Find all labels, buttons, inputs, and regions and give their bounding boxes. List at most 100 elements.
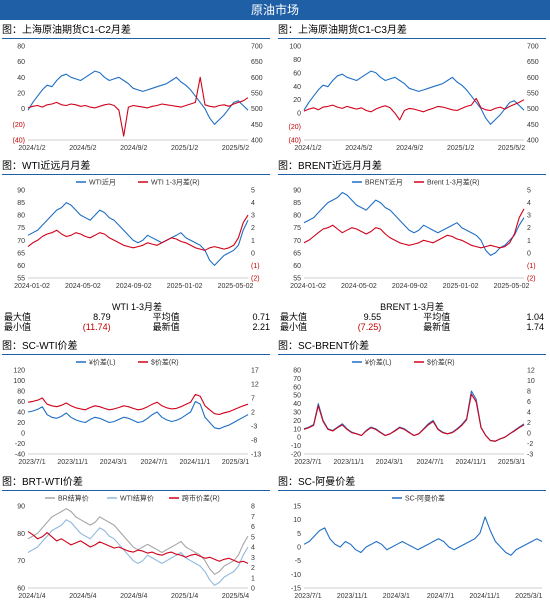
x-tick-label: 2024/5/4 (69, 593, 96, 600)
x-tick-label: 2025/5/4 (222, 593, 249, 600)
y-tick-label: 60 (17, 586, 25, 593)
panel-sc-wti: 图：SC-WTI价差 120 100 80 60 40 20 0 -20 -40 17 12 7 2 -3… (2, 340, 272, 468)
y2-tick-label: 650 (251, 59, 263, 66)
title-divider (2, 354, 270, 355)
avg-label: 平均值 (152, 312, 180, 322)
legend-label: WTI近月 (89, 178, 116, 187)
y2-tick-label: -8 (251, 438, 257, 445)
x-tick-label: 2024/9/2 (396, 145, 423, 152)
x-tick-label: 2024/7/1 (416, 459, 443, 466)
y2-tick-label: 3 (251, 213, 255, 220)
x-tick-label: 2023/7/1 (18, 459, 45, 466)
brent-stats-table: BRENT 1-3月差 最大值 9.55 平均值 1.04 最小值 (7.25)… (278, 302, 546, 332)
y-tick-label: 55 (17, 276, 25, 283)
panel-title: 图：SC-阿曼价差 (278, 477, 356, 488)
y-tick-label: (40) (13, 138, 25, 145)
series-line-1 (27, 508, 249, 575)
x-tick-label: 2023/11/1 (57, 459, 88, 466)
title-divider (278, 38, 546, 39)
y-tick-label: 60 (293, 263, 301, 270)
y2-tick-label: 400 (251, 138, 263, 145)
y2-tick-label: 500 (527, 106, 539, 113)
y2-tick-label: 4 (251, 200, 255, 207)
series-line-1 (303, 70, 525, 125)
y-tick-label: 65 (293, 250, 301, 257)
y2-tick-label: 12 (527, 368, 535, 375)
y2-tick-label: 6 (251, 524, 255, 531)
x-tick-label: 2025-01-02 (167, 283, 203, 290)
y2-tick-label: 600 (251, 75, 263, 82)
y-tick-label: 65 (17, 250, 25, 257)
y-tick-label: 80 (293, 213, 301, 220)
x-tick-label: 2024/9/2 (120, 145, 147, 152)
legend-label: BR结算价 (58, 494, 89, 503)
legend-label: WTI 1-3月差(R) (151, 178, 200, 187)
title-divider (2, 38, 270, 39)
min-label: 最小值 (280, 322, 308, 332)
x-tick-label: 2023/7/1 (294, 593, 321, 600)
series-line-1 (303, 390, 525, 442)
y-tick-label: 80 (293, 57, 301, 64)
y-tick-label: 0 (21, 106, 25, 113)
y-tick-label: 15 (293, 504, 301, 511)
y-tick-label: 10 (293, 426, 301, 433)
x-tick-label: 2024/3/1 (376, 459, 403, 466)
latest-value: 2.21 (252, 322, 270, 332)
max-value: 9.55 (363, 312, 382, 322)
y-tick-label: 0 (297, 111, 301, 118)
y-tick-label: -40 (15, 452, 25, 459)
wti-stats-table: WTI 1-3月差 最大值 8.79 平均值 0.71 最小值 (11.74) … (2, 302, 272, 332)
y-tick-label: 70 (293, 238, 301, 245)
y-tick-label: 0 (297, 545, 301, 552)
y-tick-label: 60 (17, 399, 25, 406)
panel-sc-c1-c3: 图：上海原油期货C1-C3月差 100 80 60 40 20 0 (20) (40) 700 6… (278, 24, 548, 154)
legend-label: SC-阿曼价差 (405, 494, 445, 503)
series-line-2 (303, 208, 525, 249)
y-tick-label: 80 (17, 389, 25, 396)
min-value: (7.25) (357, 322, 382, 332)
y-tick-label: 120 (13, 368, 25, 375)
y-tick-label: 80 (17, 531, 25, 538)
y-tick-label: 40 (17, 75, 25, 82)
avg-value: 0.71 (252, 312, 270, 322)
y-tick-label: 60 (17, 263, 25, 270)
title-divider (278, 490, 546, 491)
x-tick-label: 2024/5/2 (345, 145, 372, 152)
y2-tick-label: 400 (527, 138, 539, 145)
x-tick-label: 2025/1/2 (171, 145, 198, 152)
y2-tick-label: 12 (251, 382, 259, 389)
title-divider (2, 174, 270, 175)
y2-tick-label: 8 (527, 389, 531, 396)
panel-title: 图：上海原油期货C1-C3月差 (278, 25, 407, 36)
x-tick-label: 2024/3/1 (100, 459, 127, 466)
series-line-2 (27, 76, 249, 137)
series-line-1 (27, 202, 249, 266)
title-divider (2, 490, 270, 491)
y-tick-label: -15 (291, 586, 301, 593)
x-tick-label: 2024/11/1 (469, 593, 500, 600)
y-tick-label: 75 (17, 225, 25, 232)
y-tick-label: 85 (17, 200, 25, 207)
legend-label: BRENT近月 (365, 178, 403, 187)
y-tick-label: -10 (291, 572, 301, 579)
y-tick-label: 10 (293, 517, 301, 524)
x-tick-label: 2025/1/4 (171, 593, 198, 600)
y-tick-label: -20 (15, 441, 25, 448)
y2-tick-label: 4 (527, 200, 531, 207)
y2-tick-label: 1 (251, 238, 255, 245)
y-tick-label: 60 (17, 59, 25, 66)
y2-tick-label: (2) (251, 276, 260, 283)
panel-title: 图：SC-WTI价差 (2, 341, 78, 352)
stats-title: WTI 1-3月差 (111, 302, 162, 312)
y2-tick-label: 650 (527, 59, 539, 66)
y-tick-label: 5 (297, 531, 301, 538)
y2-tick-label: 4 (527, 410, 531, 417)
y-tick-label: 100 (289, 44, 301, 51)
x-tick-label: 2025/3/1 (498, 459, 525, 466)
y2-tick-label: 550 (251, 91, 263, 98)
legend-label: WTI结算价 (120, 494, 154, 503)
y2-tick-label: 1 (251, 575, 255, 582)
y2-tick-label: 0 (251, 586, 255, 593)
